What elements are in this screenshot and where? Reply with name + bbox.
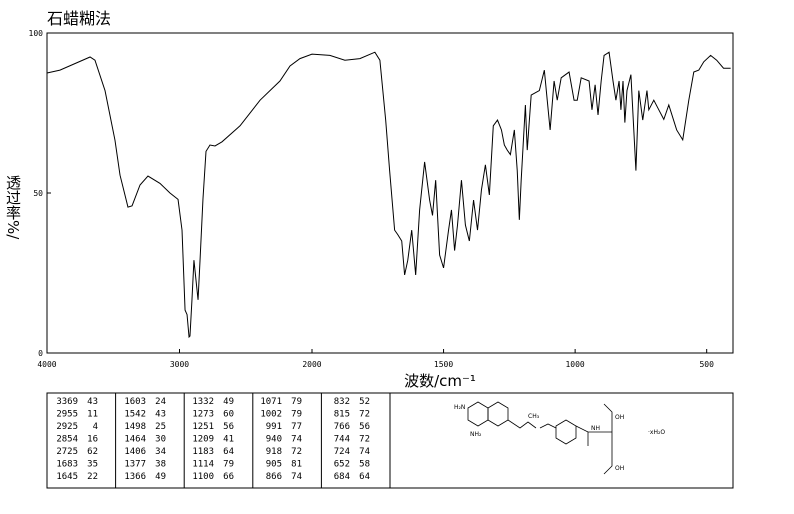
structure-label: ·xH₂O [648, 429, 665, 436]
peak-transmittance: 30 [155, 435, 166, 445]
structure-label: CH₃ [528, 413, 540, 420]
peak-wavenumber: 3369 [56, 397, 78, 407]
peak-transmittance: 41 [223, 435, 234, 445]
peak-transmittance: 74 [291, 472, 302, 482]
peak-wavenumber: 2955 [56, 410, 78, 420]
peak-wavenumber: 1542 [124, 410, 146, 420]
peak-wavenumber: 1273 [192, 410, 214, 420]
peak-wavenumber: 766 [334, 422, 350, 432]
peak-transmittance: 72 [359, 435, 370, 445]
peak-transmittance: 56 [223, 422, 234, 432]
x-tick-label: 4000 [37, 360, 56, 369]
peak-wavenumber: 1366 [124, 472, 146, 482]
peak-wavenumber: 1332 [192, 397, 214, 407]
peak-wavenumber: 866 [266, 472, 282, 482]
peak-wavenumber: 1100 [192, 472, 214, 482]
peak-wavenumber: 918 [266, 447, 282, 457]
peak-wavenumber: 1071 [260, 397, 282, 407]
peak-transmittance: 74 [359, 447, 370, 457]
peak-transmittance: 77 [291, 422, 302, 432]
spectrum-line [46, 51, 731, 339]
peak-transmittance: 60 [223, 410, 234, 420]
peak-wavenumber: 724 [334, 447, 350, 457]
peak-wavenumber: 684 [334, 472, 350, 482]
peak-wavenumber: 2725 [56, 447, 78, 457]
peak-wavenumber: 905 [266, 460, 282, 470]
peak-transmittance: 49 [155, 472, 166, 482]
y-tick-label: 100 [29, 29, 44, 38]
peak-transmittance: 64 [359, 472, 370, 482]
peak-wavenumber: 2925 [56, 422, 78, 432]
peak-wavenumber: 1645 [56, 472, 78, 482]
peak-wavenumber: 2854 [56, 435, 78, 445]
peak-transmittance: 16 [87, 435, 98, 445]
peak-transmittance: 79 [291, 410, 302, 420]
structure-frame [389, 392, 734, 489]
plot-frame [46, 32, 734, 354]
x-tick-label: 500 [699, 360, 714, 369]
peak-transmittance: 43 [87, 397, 98, 407]
peak-wavenumber: 652 [334, 460, 350, 470]
structure-label: OH [615, 414, 624, 421]
peak-wavenumber: 1114 [192, 460, 214, 470]
peak-transmittance: 66 [223, 472, 234, 482]
peak-transmittance: 74 [291, 435, 302, 445]
peak-wavenumber: 940 [266, 435, 282, 445]
x-tick-label: 3000 [170, 360, 189, 369]
y-tick-label: 0 [38, 349, 43, 358]
peak-wavenumber: 1377 [124, 460, 146, 470]
peak-wavenumber: 991 [266, 422, 282, 432]
structure-label: NH [591, 425, 600, 432]
peak-wavenumber: 1603 [124, 397, 146, 407]
structure-label: OH [615, 465, 624, 472]
peak-wavenumber: 1406 [124, 447, 146, 457]
x-tick-label: 2000 [302, 360, 321, 369]
peak-transmittance: 72 [291, 447, 302, 457]
peak-transmittance: 35 [87, 460, 98, 470]
peak-wavenumber: 1498 [124, 422, 146, 432]
peak-wavenumber: 744 [334, 435, 350, 445]
x-tick-label: 1000 [565, 360, 584, 369]
peak-transmittance: 62 [87, 447, 98, 457]
peak-transmittance: 25 [155, 422, 166, 432]
peak-transmittance: 43 [155, 410, 166, 420]
peak-transmittance: 72 [359, 410, 370, 420]
peak-transmittance: 81 [291, 460, 302, 470]
peak-transmittance: 34 [155, 447, 166, 457]
peak-wavenumber: 1002 [260, 410, 282, 420]
peak-transmittance: 79 [223, 460, 234, 470]
structure-label: NH₂ [470, 431, 482, 438]
peak-transmittance: 4 [93, 422, 98, 432]
peak-transmittance: 64 [223, 447, 234, 457]
peak-transmittance: 79 [291, 397, 302, 407]
peak-transmittance: 49 [223, 397, 234, 407]
y-tick-label: 50 [33, 189, 43, 198]
peak-wavenumber: 832 [334, 397, 350, 407]
x-axis-label: 波数/cm⁻¹ [404, 372, 476, 390]
peak-transmittance: 38 [155, 460, 166, 470]
peak-wavenumber: 1183 [192, 447, 214, 457]
y-axis-label: 透过率%/ [4, 175, 22, 240]
structure-label: H₂N [454, 404, 465, 411]
peak-transmittance: 52 [359, 397, 370, 407]
peak-wavenumber: 1209 [192, 435, 214, 445]
structure-drawing [467, 401, 613, 475]
x-tick-label: 1500 [434, 360, 453, 369]
peak-transmittance: 58 [359, 460, 370, 470]
peak-transmittance: 56 [359, 422, 370, 432]
chart-title: 石蜡糊法 [47, 9, 111, 28]
peak-transmittance: 24 [155, 397, 166, 407]
peak-wavenumber: 1251 [192, 422, 214, 432]
peak-wavenumber: 1464 [124, 435, 146, 445]
peak-wavenumber: 815 [334, 410, 350, 420]
peak-wavenumber: 1683 [56, 460, 78, 470]
peak-transmittance: 22 [87, 472, 98, 482]
peak-transmittance: 11 [87, 410, 98, 420]
